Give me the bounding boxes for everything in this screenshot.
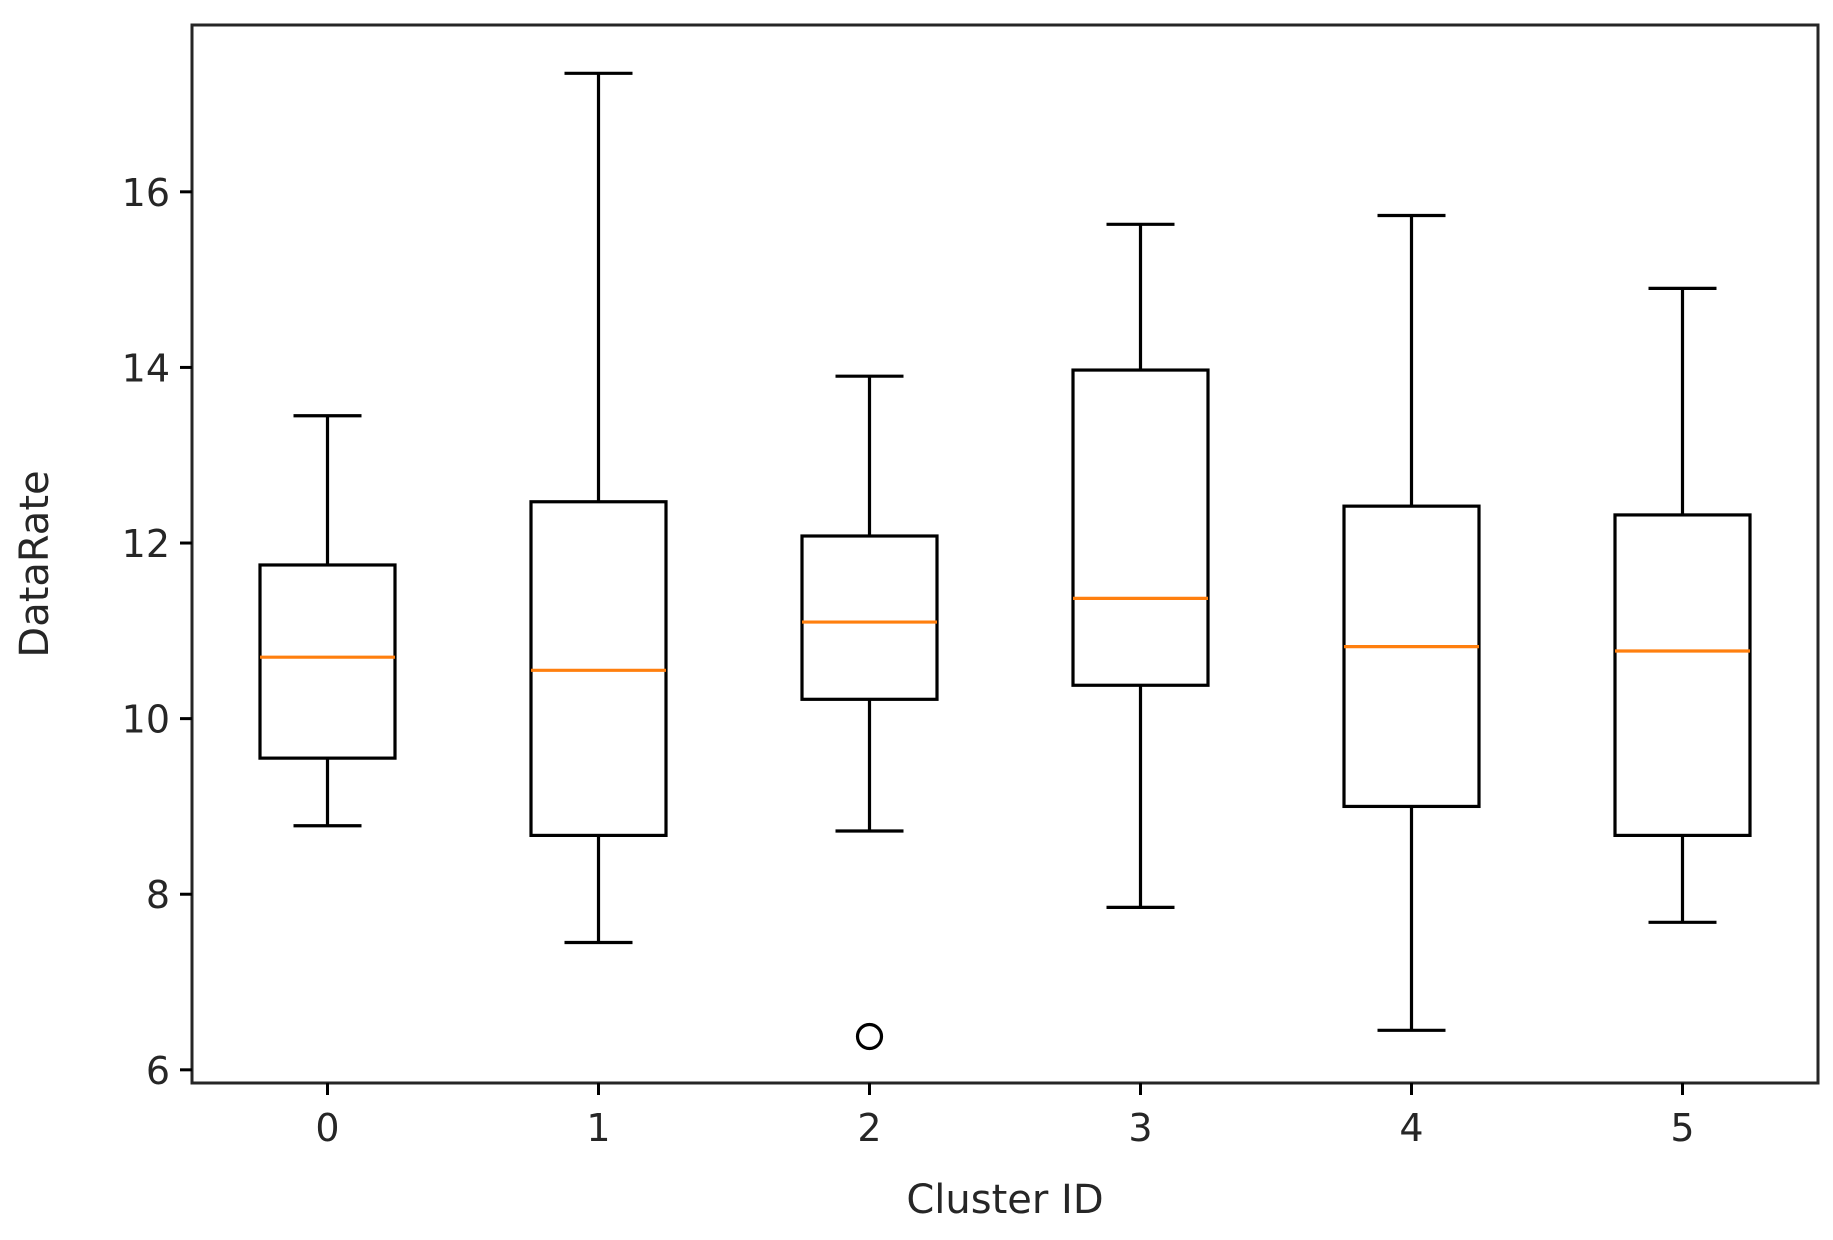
iqr-box xyxy=(1613,513,1752,838)
box-group-cluster-3 xyxy=(1071,222,1210,909)
box-group-cluster-2 xyxy=(800,374,939,1051)
box-group-cluster-0 xyxy=(258,414,397,828)
x-tick-label: 3 xyxy=(1128,1106,1152,1150)
iqr-box xyxy=(258,563,397,760)
outlier-point xyxy=(855,1022,884,1051)
x-tick-label: 1 xyxy=(586,1106,610,1150)
box-group-cluster-4 xyxy=(1342,213,1481,1032)
iqr-box xyxy=(1342,504,1481,809)
x-axis-label: Cluster ID xyxy=(906,1177,1103,1223)
plot-area-frame xyxy=(190,23,1820,1085)
iqr-box xyxy=(800,534,939,701)
y-tick-label: 16 xyxy=(122,171,170,215)
x-tick-label: 4 xyxy=(1399,1106,1423,1150)
x-tick-label: 2 xyxy=(857,1106,881,1150)
x-tick-label: 5 xyxy=(1670,1106,1694,1150)
y-tick-label: 10 xyxy=(122,698,170,742)
iqr-box xyxy=(529,500,668,838)
y-tick-label: 14 xyxy=(122,346,170,390)
y-tick-label: 8 xyxy=(146,873,170,917)
y-tick-label: 6 xyxy=(146,1049,170,1093)
x-tick-label: 0 xyxy=(315,1106,339,1150)
boxes-layer xyxy=(258,71,1752,1051)
y-tick-label: 12 xyxy=(122,522,170,566)
box-group-cluster-1 xyxy=(529,71,668,945)
y-axis-label: DataRate xyxy=(12,470,58,657)
iqr-box xyxy=(1071,368,1210,687)
box-group-cluster-5 xyxy=(1613,286,1752,924)
